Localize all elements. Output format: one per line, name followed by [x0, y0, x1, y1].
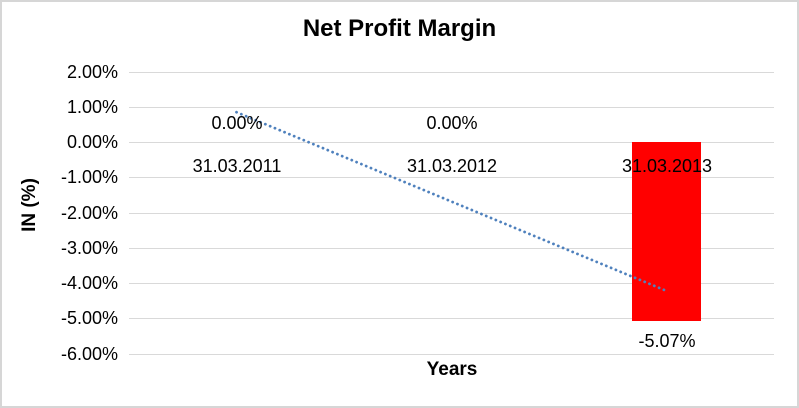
- data-label: -5.07%: [638, 331, 696, 351]
- data-label: 0.00%: [211, 113, 263, 133]
- y-axis-tick-label: -6.00%: [60, 344, 118, 364]
- chart-title: Net Profit Margin: [302, 15, 497, 42]
- gridline: [129, 318, 774, 319]
- y-axis-tick-label: -1.00%: [60, 167, 118, 187]
- y-axis-tick-label: 1.00%: [66, 97, 118, 117]
- category-label: 31.03.2013: [621, 156, 713, 176]
- y-axis-tick-label: -2.00%: [60, 203, 118, 223]
- y-axis-tick-label: 2.00%: [66, 62, 118, 82]
- y-axis-tick-label: 0.00%: [66, 132, 118, 152]
- data-label: 0.00%: [426, 113, 478, 133]
- category-label: 31.03.2012: [406, 156, 498, 176]
- y-axis-tick-label: -3.00%: [60, 238, 118, 258]
- category-label: 31.03.2011: [192, 156, 282, 176]
- y-axis-tick-label: -4.00%: [60, 273, 118, 293]
- gridline: [129, 72, 774, 73]
- gridline: [129, 354, 774, 355]
- gridline: [129, 107, 774, 108]
- y-axis-tick-label: -5.00%: [60, 308, 118, 328]
- x-axis-title: Years: [426, 359, 478, 380]
